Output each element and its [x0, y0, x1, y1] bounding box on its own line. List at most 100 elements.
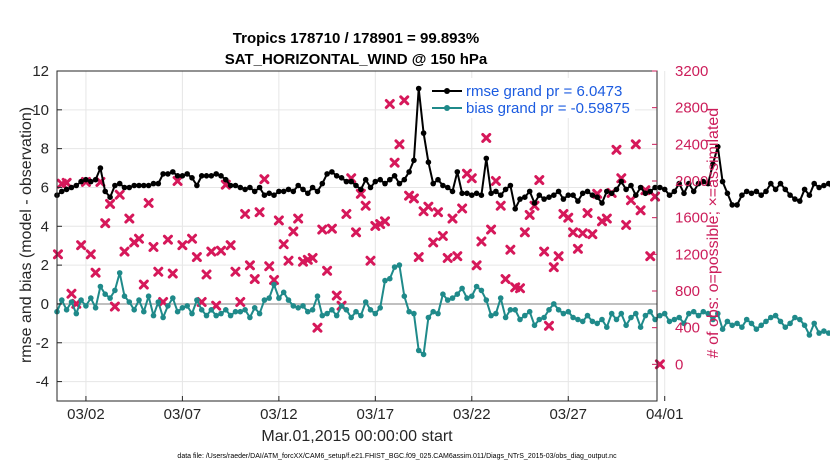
bias-point	[551, 301, 557, 307]
bias-point	[362, 299, 369, 305]
rmse-point	[478, 192, 485, 198]
rmse-point	[715, 143, 721, 150]
bias-point	[401, 293, 408, 300]
obs-count-marker	[587, 229, 598, 240]
rmse-point	[743, 188, 750, 195]
rmse-point	[507, 182, 514, 189]
obs-count-marker	[124, 213, 135, 224]
obs-count-marker	[269, 275, 280, 285]
rmse-point	[314, 188, 321, 195]
obs-count-marker	[577, 228, 588, 239]
obs-count-marker	[187, 233, 198, 244]
obs-count-marker	[563, 212, 574, 223]
rmse-point	[338, 175, 345, 181]
rmse-point	[811, 180, 817, 187]
obs-count-marker	[621, 220, 632, 230]
bias-point	[594, 320, 600, 327]
rmse-point	[570, 192, 576, 198]
x-tick-label: 03/07	[164, 406, 202, 423]
obs-count-marker	[524, 209, 535, 220]
bias-point	[628, 314, 634, 321]
obs-count-marker	[539, 246, 550, 257]
bias-point	[430, 308, 437, 315]
right-tick-label: 2400	[675, 136, 708, 153]
obs-count-marker	[215, 245, 226, 256]
bias-point	[772, 312, 779, 319]
y-tick-label: 4	[41, 218, 49, 235]
obs-count-marker	[317, 224, 328, 235]
bias-point	[319, 312, 326, 319]
bias-point	[647, 308, 653, 315]
bias-point	[348, 314, 355, 321]
obs-count-marker	[235, 297, 246, 307]
rmse-point	[493, 188, 499, 195]
bias-point	[517, 316, 523, 323]
y-tick-label: -4	[36, 374, 49, 391]
rmse-point	[203, 173, 210, 179]
rmse-point	[584, 188, 591, 195]
rmse-point	[343, 178, 350, 185]
rmse-point	[247, 184, 253, 191]
data-file-footer: data file: /Users/raeder/DAI/ATM_forcXX/…	[177, 453, 617, 460]
obs-count-marker	[119, 246, 130, 257]
rmse-point	[821, 182, 827, 189]
rmse-point	[372, 178, 379, 185]
bias-point	[256, 310, 263, 317]
rmse-point	[396, 180, 403, 187]
obs-count-marker	[505, 244, 516, 255]
bias-point	[324, 310, 330, 317]
rmse-point	[700, 178, 707, 185]
rmse-point	[579, 190, 586, 197]
obs-count-marker	[114, 189, 125, 200]
rmse-point	[68, 184, 75, 191]
rmse-point	[73, 182, 80, 189]
obs-count-marker	[293, 213, 304, 224]
rmse-point	[825, 180, 830, 187]
rmse-point	[618, 178, 625, 185]
obs-count-marker	[133, 233, 144, 244]
bias-point	[488, 312, 494, 319]
bias-point	[816, 330, 822, 336]
bias-point	[295, 305, 302, 311]
rmse-point	[449, 188, 456, 195]
obs-count-marker	[433, 207, 444, 218]
bias-point	[213, 312, 219, 319]
bias-point	[570, 314, 576, 321]
plot-area	[57, 71, 657, 401]
obs-count-marker	[177, 240, 188, 251]
rmse-point	[358, 186, 364, 193]
obs-count-marker	[466, 173, 477, 184]
rmse-point	[647, 188, 653, 195]
bias-point	[768, 314, 774, 321]
obs-count-marker	[476, 236, 487, 247]
bias-point	[266, 295, 273, 301]
rmse-point	[753, 188, 760, 195]
bias-point	[444, 297, 451, 303]
rmse-point	[502, 186, 509, 193]
rmse-point	[305, 190, 311, 197]
rmse-point	[401, 176, 408, 183]
plot-border	[56, 70, 658, 402]
bias-point	[358, 312, 364, 319]
rmse-point	[473, 190, 480, 197]
rmse-point	[184, 171, 190, 177]
bias-point	[223, 307, 229, 313]
rmse-point	[256, 184, 263, 191]
bias-point	[203, 312, 210, 319]
bias-point	[589, 318, 596, 325]
bias-point	[247, 314, 253, 321]
rmse-point	[488, 190, 494, 197]
bias-point	[179, 305, 186, 311]
obs-count-marker	[278, 239, 289, 250]
right-tick-label: 400	[675, 320, 700, 337]
obs-count-marker	[452, 251, 463, 262]
obs-count-marker	[240, 209, 251, 219]
rmse-point	[145, 182, 152, 189]
bias-point	[695, 312, 702, 319]
rmse-point	[324, 171, 330, 177]
x-tick-label: 03/27	[549, 406, 587, 423]
rmse-point	[251, 188, 258, 195]
obs-count-marker	[360, 200, 371, 211]
bias-point	[261, 297, 268, 303]
rmse-point	[792, 196, 798, 202]
